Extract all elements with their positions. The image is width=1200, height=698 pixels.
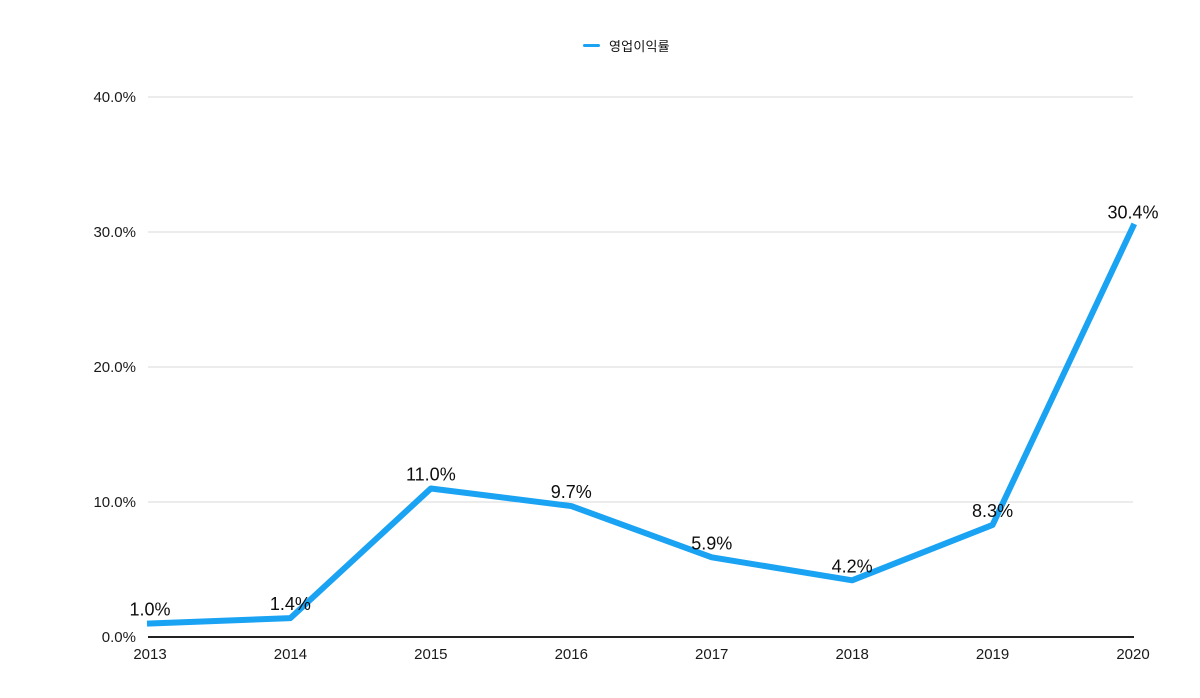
data-point-label: 4.2% [832,556,873,576]
x-tick-label: 2018 [835,646,868,663]
x-tick-label: 2014 [274,646,307,663]
y-tick-label: 30.0% [93,224,136,241]
chart-legend: 영업이익률 [583,36,670,54]
y-tick-label: 40.0% [93,89,136,106]
x-tick-label: 2020 [1116,646,1149,663]
legend-line-marker [583,43,600,47]
y-tick-label: 0.0% [102,629,136,646]
series-line [146,222,1137,627]
y-tick-label: 10.0% [93,494,136,511]
x-tick-label: 2016 [555,646,588,663]
x-tick-label: 2013 [133,646,166,663]
x-tick-label: 2017 [695,646,728,663]
data-point-label: 5.9% [691,533,732,553]
data-point-label: 30.4% [1107,203,1158,223]
x-tick-label: 2019 [976,646,1009,663]
y-tick-label: 20.0% [93,359,136,376]
x-tick-label: 2015 [414,646,447,663]
data-point-label: 1.0% [129,600,170,620]
data-point-label: 11.0% [406,465,456,485]
legend-series-label: 영업이익률 [609,38,670,54]
data-point-label: 8.3% [972,501,1013,521]
data-point-label: 9.7% [551,482,592,502]
data-point-label: 1.4% [270,594,311,614]
